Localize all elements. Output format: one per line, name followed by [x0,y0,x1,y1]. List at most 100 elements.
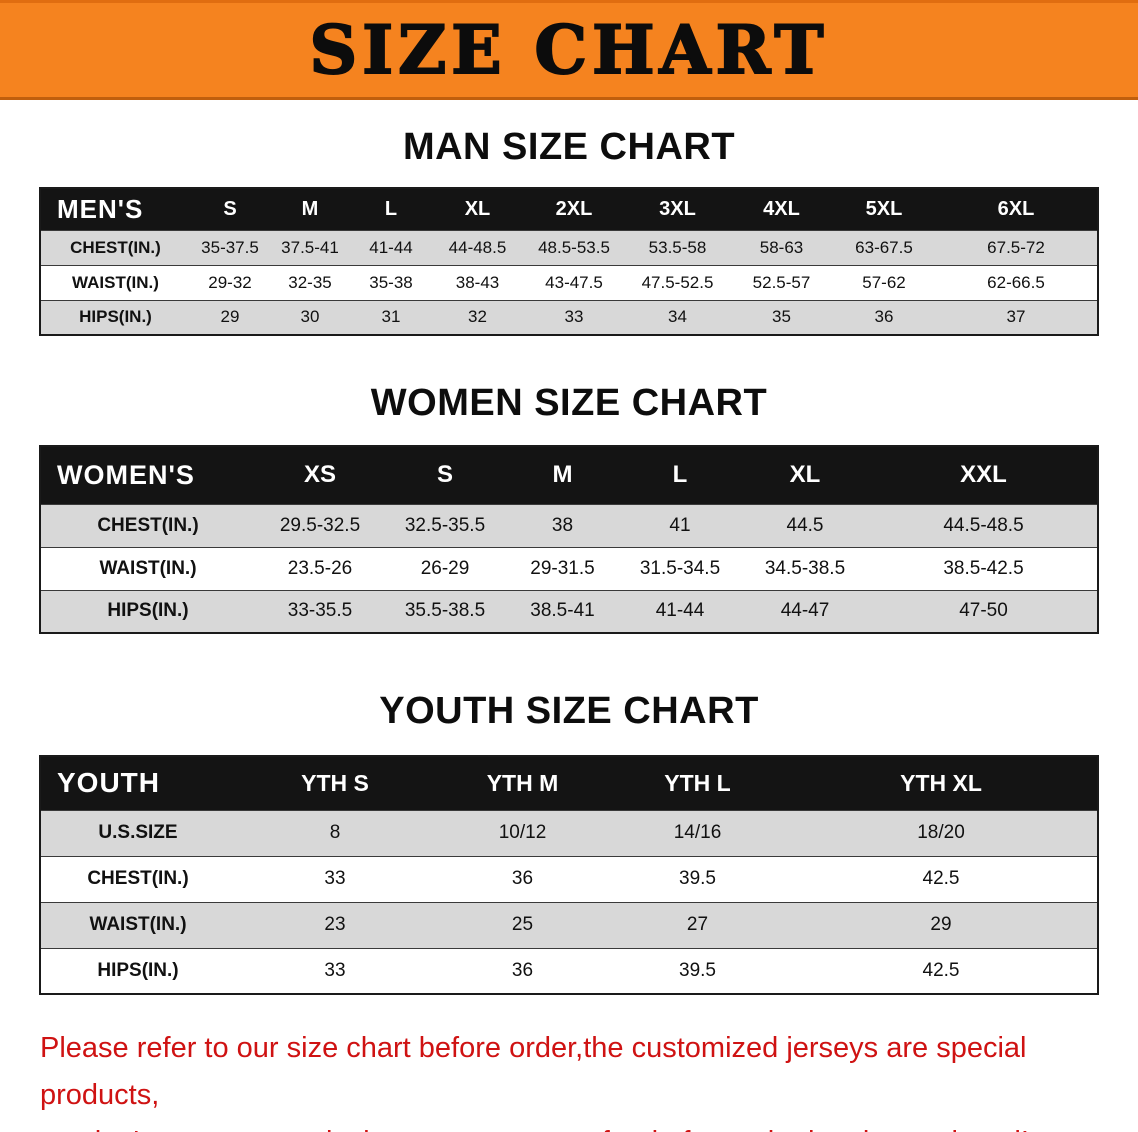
column-header: 2XL [523,188,625,230]
disclaimer-line-1: Please refer to our size chart before or… [40,1032,1027,1111]
table-cell: 35-37.5 [190,229,270,265]
column-header: XXL [870,446,1098,504]
table-cell: 47.5-52.5 [625,264,730,300]
table-cell: 38.5-42.5 [870,546,1098,590]
youth-table-title: YOUTH [40,756,235,810]
table-cell: 36 [435,855,610,902]
column-header: XL [432,188,523,230]
table-cell: 32-35 [270,264,350,300]
table-cell: 18/20 [785,809,1098,856]
table-cell: 31 [350,299,432,335]
column-header: 6XL [935,188,1098,230]
table-cell: 36 [435,947,610,994]
table-cell: 52.5-57 [730,264,833,300]
page-title: SIZE CHART [309,11,829,89]
table-cell: 62-66.5 [935,264,1098,300]
table-cell: 38 [505,503,620,547]
women-table-title: WOMEN'S [40,446,255,504]
table-cell: 33 [523,299,625,335]
table-row: WAIST(IN.) 23 25 27 29 [40,901,1098,948]
table-cell: 29 [190,299,270,335]
table-cell: 34.5-38.5 [740,546,870,590]
table-cell: 35-38 [350,264,432,300]
table-header-row: YOUTH YTH S YTH M YTH L YTH XL [40,756,1098,810]
table-cell: 67.5-72 [935,229,1098,265]
row-label: CHEST(IN.) [40,503,255,547]
table-cell: 23.5-26 [255,546,385,590]
table-cell: 42.5 [785,947,1098,994]
table-cell: 33 [235,947,435,994]
table-header-row: WOMEN'S XS S M L XL XXL [40,446,1098,504]
row-label: U.S.SIZE [40,809,235,856]
table-cell: 44-47 [740,589,870,633]
men-section-heading: MAN SIZE CHART [402,126,736,168]
men-size-table: MEN'S S M L XL 2XL 3XL 4XL 5XL 6XL CHEST… [39,187,1099,336]
table-cell: 8 [235,809,435,856]
table-cell: 29-31.5 [505,546,620,590]
table-row: HIPS(IN.) 33 36 39.5 42.5 [40,947,1098,994]
column-header: XL [740,446,870,504]
table-cell: 57-62 [833,264,935,300]
table-cell: 33-35.5 [255,589,385,633]
table-row: CHEST(IN.) 29.5-32.5 32.5-35.5 38 41 44.… [40,503,1098,547]
table-cell: 41-44 [620,589,740,633]
table-cell: 38-43 [432,264,523,300]
disclaimer-line-2: we don't accept cancel, change, teturn o… [40,1119,1100,1132]
women-section-heading: WOMEN SIZE CHART [370,382,768,424]
column-header: 4XL [730,188,833,230]
table-cell: 35 [730,299,833,335]
table-row: CHEST(IN.) 35-37.5 37.5-41 41-44 44-48.5… [40,229,1098,265]
youth-size-table: YOUTH YTH S YTH M YTH L YTH XL U.S.SIZE … [39,755,1099,995]
table-cell: 32 [432,299,523,335]
column-header: M [270,188,350,230]
table-cell: 31.5-34.5 [620,546,740,590]
column-header: M [505,446,620,504]
table-cell: 29-32 [190,264,270,300]
table-cell: 39.5 [610,947,785,994]
table-cell: 29 [785,901,1098,948]
men-table-title: MEN'S [40,188,190,230]
table-row: CHEST(IN.) 33 36 39.5 42.5 [40,855,1098,902]
row-label: WAIST(IN.) [40,901,235,948]
table-cell: 58-63 [730,229,833,265]
table-cell: 33 [235,855,435,902]
table-cell: 41 [620,503,740,547]
table-row: WAIST(IN.) 29-32 32-35 35-38 38-43 43-47… [40,264,1098,300]
table-cell: 35.5-38.5 [385,589,505,633]
table-row: WAIST(IN.) 23.5-26 26-29 29-31.5 31.5-34… [40,546,1098,590]
table-cell: 30 [270,299,350,335]
column-header: L [350,188,432,230]
table-cell: 53.5-58 [625,229,730,265]
table-cell: 48.5-53.5 [523,229,625,265]
table-cell: 47-50 [870,589,1098,633]
table-cell: 44.5-48.5 [870,503,1098,547]
column-header: XS [255,446,385,504]
column-header: YTH S [235,756,435,810]
column-header: YTH L [610,756,785,810]
title-banner: SIZE CHART [0,0,1138,100]
table-cell: 41-44 [350,229,432,265]
content: MAN SIZE CHART MEN'S S M L XL 2XL 3XL 4X… [0,126,1138,1132]
table-cell: 37.5-41 [270,229,350,265]
row-label: WAIST(IN.) [40,264,190,300]
table-cell: 63-67.5 [833,229,935,265]
column-header: S [385,446,505,504]
row-label: CHEST(IN.) [40,855,235,902]
table-cell: 38.5-41 [505,589,620,633]
youth-section-heading: YOUTH SIZE CHART [379,690,759,732]
table-cell: 39.5 [610,855,785,902]
row-label: HIPS(IN.) [40,589,255,633]
column-header: 5XL [833,188,935,230]
column-header: L [620,446,740,504]
women-size-table: WOMEN'S XS S M L XL XXL CHEST(IN.) 29.5-… [39,445,1099,634]
table-cell: 23 [235,901,435,948]
table-cell: 44-48.5 [432,229,523,265]
table-cell: 44.5 [740,503,870,547]
table-cell: 26-29 [385,546,505,590]
table-row: HIPS(IN.) 33-35.5 35.5-38.5 38.5-41 41-4… [40,589,1098,633]
table-cell: 36 [833,299,935,335]
table-cell: 27 [610,901,785,948]
row-label: HIPS(IN.) [40,947,235,994]
table-row: HIPS(IN.) 29 30 31 32 33 34 35 36 37 [40,299,1098,335]
table-cell: 32.5-35.5 [385,503,505,547]
